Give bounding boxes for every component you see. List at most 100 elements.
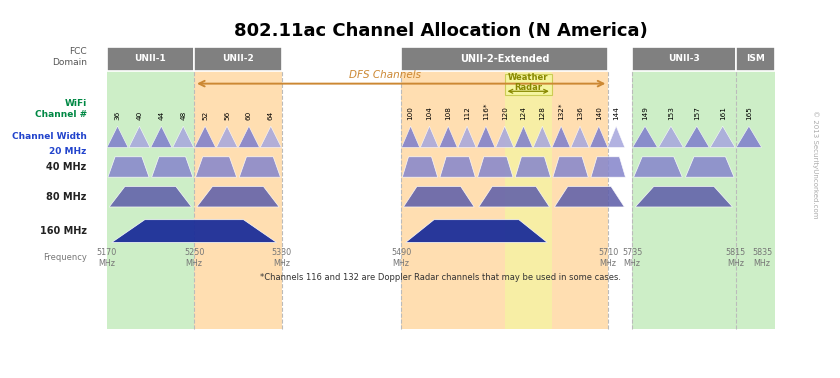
Polygon shape [477,126,495,147]
Text: 165: 165 [746,107,752,121]
Polygon shape [736,126,762,147]
Text: 5490
MHz: 5490 MHz [391,248,412,268]
Bar [736,47,775,71]
Text: 132*: 132* [558,103,564,121]
Text: 40: 40 [136,111,143,121]
Text: 120: 120 [501,107,507,121]
Polygon shape [607,126,625,147]
Text: 112: 112 [464,107,470,121]
Text: 60: 60 [246,111,252,121]
Text: 5250
MHz: 5250 MHz [184,248,204,268]
Text: 108: 108 [445,107,451,121]
Polygon shape [403,187,475,207]
Polygon shape [571,126,589,147]
Text: 52: 52 [202,111,208,121]
Polygon shape [440,157,475,177]
Text: 157: 157 [694,107,700,121]
Text: 20 MHz: 20 MHz [50,147,87,156]
Polygon shape [515,157,551,177]
Polygon shape [478,157,513,177]
Polygon shape [239,157,281,177]
Polygon shape [685,157,734,177]
Bar [505,74,552,95]
Text: 36: 36 [114,111,120,121]
Bar [736,57,775,329]
Text: UNII-3: UNII-3 [668,54,700,64]
Polygon shape [439,126,457,147]
Text: *Channels 116 and 132 are Doppler Radar channels that may be used in some cases.: *Channels 116 and 132 are Doppler Radar … [260,273,622,282]
Text: 144: 144 [613,107,619,121]
Bar [402,47,608,71]
Polygon shape [107,126,128,147]
Text: 44: 44 [158,111,165,121]
Text: Frequency: Frequency [43,254,87,262]
Polygon shape [479,187,549,207]
Text: 160 MHz: 160 MHz [39,226,87,236]
Bar [107,47,194,71]
Polygon shape [112,220,276,242]
Bar [505,57,552,329]
Polygon shape [217,126,238,147]
Polygon shape [552,126,570,147]
Polygon shape [659,126,683,147]
Text: 5815
MHz: 5815 MHz [726,248,746,268]
Text: ISM: ISM [746,54,765,64]
Polygon shape [197,187,279,207]
Polygon shape [590,126,608,147]
Text: 149: 149 [642,107,648,121]
Text: 64: 64 [268,111,274,121]
Text: 5835
MHz: 5835 MHz [752,248,772,268]
Polygon shape [151,126,172,147]
Bar [632,47,736,71]
Text: UNII-2: UNII-2 [222,54,254,64]
Text: 802.11ac Channel Allocation (N America): 802.11ac Channel Allocation (N America) [234,22,648,40]
Text: WiFi
Channel #: WiFi Channel # [34,99,87,119]
Polygon shape [420,126,438,147]
Polygon shape [635,187,732,207]
Text: 48: 48 [181,111,186,121]
Polygon shape [109,187,192,207]
Text: 40 MHz: 40 MHz [46,162,87,172]
Bar [402,57,608,329]
Text: FCC
Domain: FCC Domain [52,47,87,67]
Text: © 2013 SecurityUncorked.com: © 2013 SecurityUncorked.com [812,110,818,219]
Polygon shape [633,126,658,147]
Polygon shape [554,187,624,207]
Text: Channel Width: Channel Width [12,132,87,141]
Text: 153: 153 [668,107,674,121]
Text: 161: 161 [720,107,726,121]
Polygon shape [553,157,588,177]
Text: 124: 124 [521,107,527,121]
Polygon shape [129,126,150,147]
Polygon shape [711,126,735,147]
Text: UNII-2-Extended: UNII-2-Extended [460,54,549,64]
Polygon shape [173,126,194,147]
Bar [194,57,281,329]
Text: 80 MHz: 80 MHz [46,192,87,202]
Polygon shape [685,126,709,147]
Text: 104: 104 [427,107,433,121]
Text: 100: 100 [407,107,413,121]
Bar [194,47,281,71]
Text: 5735
MHz: 5735 MHz [622,248,643,268]
Polygon shape [533,126,551,147]
Text: DFS Channels: DFS Channels [349,70,422,80]
Polygon shape [195,126,216,147]
Text: 5330
MHz: 5330 MHz [271,248,291,268]
Polygon shape [239,126,260,147]
Polygon shape [633,157,682,177]
Polygon shape [108,157,149,177]
Text: 5170
MHz: 5170 MHz [97,248,117,268]
Text: Weather
Radar: Weather Radar [508,73,549,93]
Text: 5710
MHz: 5710 MHz [598,248,618,268]
Polygon shape [496,126,514,147]
Text: UNII-1: UNII-1 [134,54,166,64]
Text: 56: 56 [224,111,230,121]
Text: 116*: 116* [483,103,489,121]
Polygon shape [591,157,626,177]
Polygon shape [196,157,237,177]
Text: 128: 128 [539,107,545,121]
Polygon shape [152,157,193,177]
Text: 140: 140 [596,107,601,121]
Bar [632,57,736,329]
